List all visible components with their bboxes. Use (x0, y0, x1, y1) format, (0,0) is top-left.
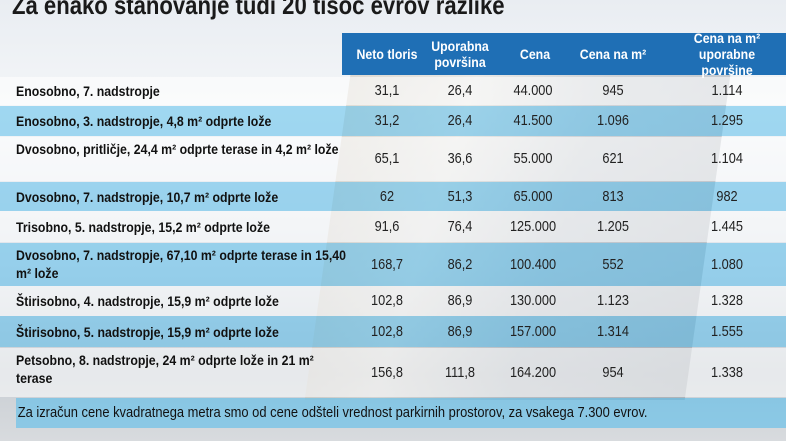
cell-value: 156,8 (371, 363, 403, 381)
cell-value: 1.123 (597, 292, 629, 309)
cell-value: 31,1 (374, 82, 400, 99)
table-header (342, 33, 786, 75)
table-row: Štirisobno, 4. nadstropje, 15,9 m² odprt… (0, 286, 786, 316)
cell-value: 1.555 (711, 322, 743, 340)
cell-value: 1.104 (711, 150, 743, 167)
row-label: Štirisobno, 5. nadstropje, 15,9 m² odprt… (16, 323, 279, 340)
table-row: Enosobno, 7. nadstropje 31,1 26,4 44.000 945… (0, 77, 786, 105)
cell-value: 164.200 (509, 363, 557, 381)
table-row: Dvosobno, 7. nadstropje, 10,7 m² odprte … (0, 182, 786, 211)
cell-value: 982 (716, 187, 738, 205)
cell-value: 62 (379, 187, 395, 205)
row-label: Enosobno, 3. nadstropje, 4,8 m² odprte l… (16, 113, 272, 129)
cell-value: 111,8 (444, 363, 476, 381)
table-row: Dvosobno, pritličje, 24,4 m² odprte tera… (0, 137, 786, 181)
cell-value: 102,8 (371, 292, 403, 309)
row-label: Dvosobno, 7. nadstropje, 10,7 m² odprte … (16, 188, 279, 205)
cell-value: 86,9 (447, 292, 473, 309)
cell-value: 1.328 (711, 292, 743, 309)
cell-value: 813 (602, 187, 624, 205)
table-row: Dvosobno, 7. nadstropje, 67,10 m² odprte… (0, 243, 786, 286)
page-title: Za enako stanovanje tudi 20 tisoč evrov … (12, 0, 505, 20)
cell-value: 1.096 (597, 112, 629, 129)
row-label: Dvosobno, pritličje, 24,4 m² odprte tera… (16, 141, 339, 157)
column-header: Cena (519, 46, 551, 62)
cell-value: 100.400 (509, 255, 557, 273)
cell-value: 91,6 (374, 217, 400, 235)
cell-value: 552 (602, 255, 624, 273)
column-header: Cena na m² (579, 46, 647, 62)
cell-value: 1.114 (711, 82, 743, 99)
cell-value: 41.500 (513, 112, 553, 129)
row-label: Petsobno, 8. nadstropje, 24 m² odprte lo… (16, 352, 314, 386)
column-header: Cena na m² uporabne površine (693, 30, 761, 78)
cell-value: 65,1 (374, 150, 400, 167)
row-label: Dvosobno, 7. nadstropje, 67,10 m² odprte… (16, 247, 347, 281)
cell-value: 168,7 (371, 255, 403, 273)
row-label: Trisobno, 5. nadstropje, 15,2 m² odprte … (16, 218, 270, 235)
cell-value: 65.000 (513, 187, 553, 205)
cell-value: 44.000 (513, 82, 553, 99)
cell-value: 157.000 (509, 322, 557, 340)
cell-value: 86,2 (447, 255, 473, 273)
cell-value: 1.338 (711, 363, 743, 381)
column-header: Neto tloris (356, 46, 418, 62)
cell-value: 1.445 (711, 217, 743, 235)
cell-value: 125.000 (509, 217, 557, 235)
row-label: Enosobno, 7. nadstropje (16, 83, 160, 99)
cell-value: 1.314 (597, 322, 629, 340)
cell-value: 130.000 (509, 292, 557, 309)
cell-value: 1.080 (711, 255, 743, 273)
cell-value: 86,9 (447, 322, 473, 340)
cell-value: 102,8 (371, 322, 403, 340)
table-row: Trisobno, 5. nadstropje, 15,2 m² odprte … (0, 211, 786, 242)
column-header: Uporabna površina (431, 38, 489, 70)
table-row: Enosobno, 3. nadstropje, 4,8 m² odprte l… (0, 106, 786, 136)
footnote-text: Za izračun cene kvadratnega metra smo od… (17, 404, 648, 421)
table-row: Štirisobno, 5. nadstropje, 15,9 m² odprt… (0, 316, 786, 347)
cell-value: 76,4 (447, 217, 473, 235)
cell-value: 1.295 (711, 112, 743, 129)
footnote: Za izračun cene kvadratnega metra smo od… (16, 398, 786, 428)
cell-value: 26,4 (447, 112, 473, 129)
cell-value: 55.000 (513, 150, 553, 167)
cell-value: 36,6 (447, 150, 473, 167)
cell-value: 945 (602, 82, 624, 99)
cell-value: 51,3 (447, 187, 473, 205)
cell-value: 26,4 (447, 82, 473, 99)
table-row: Petsobno, 8. nadstropje, 24 m² odprte lo… (0, 348, 786, 397)
cell-value: 954 (602, 363, 624, 381)
row-label: Štirisobno, 4. nadstropje, 15,9 m² odprt… (16, 293, 279, 309)
cell-value: 31,2 (374, 112, 400, 129)
cell-value: 1.205 (597, 217, 629, 235)
cell-value: 621 (602, 150, 624, 167)
